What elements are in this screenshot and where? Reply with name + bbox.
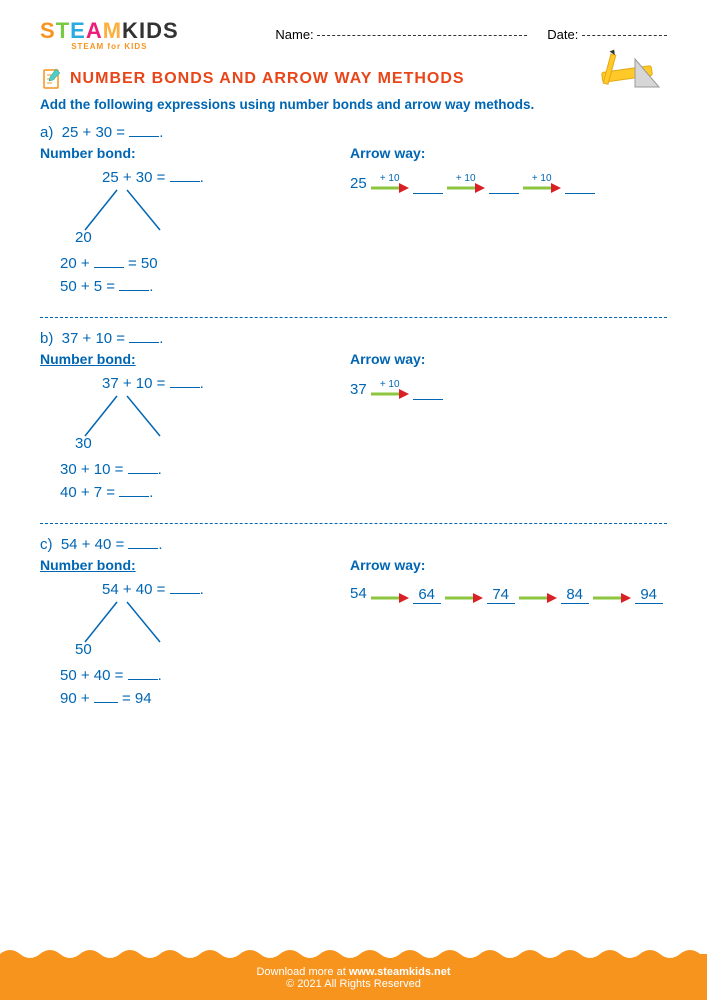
- footer-text: Download more at: [256, 966, 348, 978]
- arrow-step-value[interactable]: 64: [413, 586, 441, 604]
- arrow-step-value[interactable]: 84: [561, 586, 589, 604]
- arrow-way-work: 37 + 10: [350, 375, 667, 507]
- arrow-step-value[interactable]: [565, 176, 595, 194]
- problem-a: a) 25 + 30 = . Number bond: Arrow way: 2…: [40, 118, 667, 311]
- arrow-step-value[interactable]: 74: [487, 586, 515, 604]
- title-row: NUMBER BONDS AND ARROW WAY METHODS: [0, 59, 707, 95]
- arrow-step: [517, 594, 559, 604]
- bond-step: 20 + = 50: [60, 255, 350, 272]
- svg-text:30: 30: [75, 435, 92, 450]
- problem-b: b) 37 + 10 = . Number bond: Arrow way: 3…: [40, 324, 667, 517]
- arrow-step: [369, 594, 411, 604]
- arrow-step: + 10: [445, 173, 487, 194]
- arrow-way-label: Arrow way:: [350, 557, 425, 573]
- footer-copyright: © 2021 All Rights Reserved: [0, 978, 707, 990]
- paper-icon: [40, 67, 64, 91]
- name-input-line[interactable]: [317, 35, 527, 36]
- arrow-step-value[interactable]: 94: [635, 586, 663, 604]
- name-field: Name:: [275, 27, 527, 42]
- page-title: NUMBER BONDS AND ARROW WAY METHODS: [70, 70, 465, 88]
- worksheet-content: a) 25 + 30 = . Number bond: Arrow way: 2…: [0, 118, 707, 723]
- bond-step: 50 + 40 = .: [60, 667, 350, 684]
- bond-top-equation: 37 + 10 = .: [102, 375, 350, 392]
- arrow-step-value[interactable]: [413, 382, 443, 400]
- date-input-line[interactable]: [582, 35, 667, 36]
- arrow-step-value[interactable]: [489, 176, 519, 194]
- question-expression: b) 37 + 10 = .: [40, 330, 667, 347]
- bond-step: 90 + = 94: [60, 690, 350, 707]
- name-label: Name:: [275, 27, 313, 42]
- method-labels: Number bond: Arrow way:: [40, 557, 667, 573]
- bond-top-equation: 25 + 30 = .: [102, 169, 350, 186]
- number-bond-label: Number bond:: [40, 557, 350, 573]
- section-divider: [40, 523, 667, 524]
- arrow-step: [443, 594, 485, 604]
- bond-split-diagram: 20: [75, 186, 205, 244]
- svg-text:20: 20: [75, 229, 92, 244]
- number-bond-work: 37 + 10 = . 30 30 + 10 = . 40 + 7 = .: [40, 375, 350, 507]
- bond-step: 50 + 5 = .: [60, 278, 350, 295]
- number-bond-work: 25 + 30 = . 20 20 + = 50 50 + 5 = .: [40, 169, 350, 301]
- date-label: Date:: [547, 27, 578, 42]
- arrow-start-value: 37: [350, 381, 367, 400]
- footer-download-line: Download more at www.steamkids.net: [0, 966, 707, 978]
- header-fields: Name: Date:: [209, 27, 667, 42]
- number-bond-label: Number bond:: [40, 145, 350, 161]
- arrow-start-value: 54: [350, 585, 367, 604]
- bond-split-diagram: 30: [75, 392, 205, 450]
- logo-subtitle: STEAM for KIDS: [71, 42, 147, 51]
- arrow-way-label: Arrow way:: [350, 145, 425, 161]
- bond-split-diagram: 50: [75, 598, 205, 656]
- method-labels: Number bond: Arrow way:: [40, 351, 667, 367]
- logo: STEAM KIDS STEAM for KIDS: [40, 18, 179, 51]
- problem-c: c) 54 + 40 = . Number bond: Arrow way: 5…: [40, 530, 667, 723]
- arrow-way-work: 25 + 10 + 10 + 10: [350, 169, 667, 301]
- number-bond-label: Number bond:: [40, 351, 350, 367]
- bond-step: 30 + 10 = .: [60, 461, 350, 478]
- date-field: Date:: [547, 27, 667, 42]
- arrow-step: + 10: [521, 173, 563, 194]
- bond-step: 40 + 7 = .: [60, 484, 350, 501]
- question-expression: a) 25 + 30 = .: [40, 124, 667, 141]
- footer: Download more at www.steamkids.net © 202…: [0, 958, 707, 1000]
- logo-text: STEAM KIDS: [40, 18, 179, 44]
- number-bond-work: 54 + 40 = . 50 50 + 40 = . 90 + = 94: [40, 581, 350, 713]
- arrow-step: + 10: [369, 379, 411, 400]
- arrow-step: [591, 594, 633, 604]
- arrow-way-label: Arrow way:: [350, 351, 425, 367]
- footer-link: www.steamkids.net: [349, 966, 451, 978]
- svg-text:50: 50: [75, 641, 92, 656]
- arrow-step: + 10: [369, 173, 411, 194]
- method-labels: Number bond: Arrow way:: [40, 145, 667, 161]
- question-expression: c) 54 + 40 = .: [40, 536, 667, 553]
- bond-top-equation: 54 + 40 = .: [102, 581, 350, 598]
- arrow-way-work: 54 64 74 84 94: [350, 581, 667, 713]
- section-divider: [40, 317, 667, 318]
- ruler-pencil-icon: [597, 49, 667, 99]
- arrow-start-value: 25: [350, 175, 367, 194]
- arrow-step-value[interactable]: [413, 176, 443, 194]
